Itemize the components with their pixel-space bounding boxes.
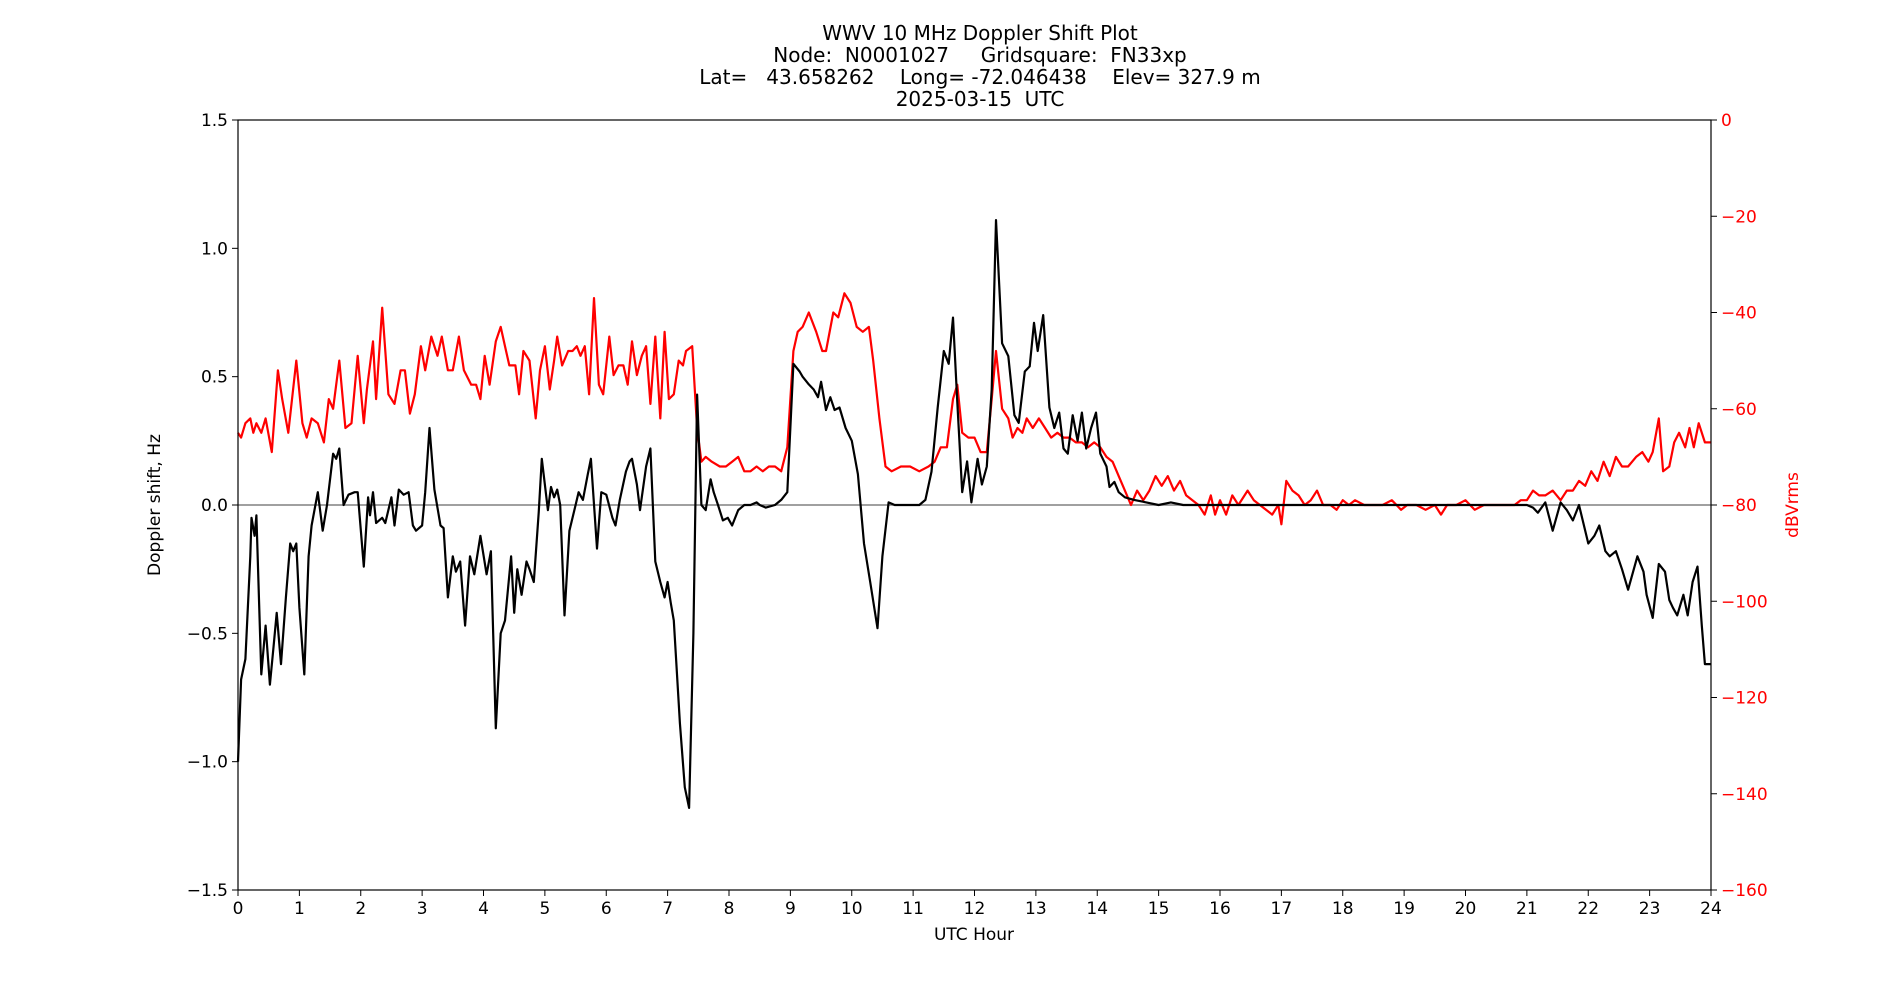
x-tick-label: 0 [233, 899, 244, 919]
x-tick-label: 22 [1577, 899, 1599, 919]
x-axis-label: UTC Hour [933, 925, 1015, 945]
y-left-tick-label: −0.5 [187, 624, 228, 644]
chart-title-block: WWV 10 MHz Doppler Shift Plot Node: N000… [0, 22, 1900, 110]
chart-subtitle-node: Node: N0001027 Gridsquare: FN33xp [773, 43, 1187, 67]
x-tick-label: 3 [417, 899, 428, 919]
x-tick-label: 10 [841, 899, 863, 919]
x-tick-label: 18 [1332, 899, 1354, 919]
y-axis-label-right: dBVrms [1783, 472, 1803, 538]
x-tick-label: 20 [1455, 899, 1477, 919]
x-tick-label: 8 [724, 899, 735, 919]
y-left-tick-label: 0.5 [201, 368, 228, 388]
y-left-tick-label: −1.0 [187, 753, 228, 773]
x-tick-label: 17 [1271, 899, 1293, 919]
x-tick-label: 11 [902, 899, 924, 919]
y-left-tick-label: 0.0 [201, 496, 228, 516]
y-right-tick-label: −160 [1721, 881, 1768, 901]
y-left-tick-label: 1.0 [201, 239, 228, 259]
x-tick-label: 2 [355, 899, 366, 919]
x-tick-label: 19 [1393, 899, 1415, 919]
x-tick-label: 23 [1639, 899, 1661, 919]
y-axis-label-left: Doppler shift, Hz [145, 434, 165, 576]
chart-subtitle-date: 2025-03-15 UTC [895, 87, 1065, 111]
power-series-line [237, 292, 1711, 526]
plot-axes: 0 1 2 3 4 5 6 7 8 9 10 11 12 13 14 15 16 17 18 19 20 21 22 23 24… [187, 111, 1768, 919]
y-left-tick-label: 1.5 [201, 111, 228, 131]
x-tick-label: 15 [1148, 899, 1170, 919]
chart-title: WWV 10 MHz Doppler Shift Plot [822, 21, 1138, 45]
x-tick-label: 16 [1209, 899, 1231, 919]
y-right-tick-label: 0 [1721, 111, 1732, 131]
x-tick-label: 14 [1086, 899, 1108, 919]
plot-series [236, 219, 1711, 809]
x-tick-label: 5 [539, 899, 550, 919]
x-tick-label: 12 [964, 899, 986, 919]
y-right-tick-label: −40 [1721, 304, 1757, 324]
x-tick-label: 21 [1516, 899, 1538, 919]
y-right-tick-label: −20 [1721, 207, 1757, 227]
x-tick-label: 4 [478, 899, 489, 919]
x-tick-label: 6 [601, 899, 612, 919]
y-left-tick-label: −1.5 [187, 881, 228, 901]
x-tick-label: 24 [1700, 899, 1722, 919]
chart-subtitle-location: Lat= 43.658262 Long= -72.046438 Elev= 32… [699, 65, 1261, 89]
x-tick-label: 7 [662, 899, 673, 919]
doppler-series-line [236, 219, 1711, 809]
x-tick-label: 1 [294, 899, 305, 919]
y-right-tick-label: −60 [1721, 400, 1757, 420]
y-right-tick-label: −100 [1721, 592, 1768, 612]
x-tick-label: 9 [785, 899, 796, 919]
y-right-tick-label: −80 [1721, 496, 1757, 516]
y-right-tick-label: −140 [1721, 785, 1768, 805]
y-right-tick-label: −120 [1721, 689, 1768, 709]
x-tick-label: 13 [1025, 899, 1047, 919]
